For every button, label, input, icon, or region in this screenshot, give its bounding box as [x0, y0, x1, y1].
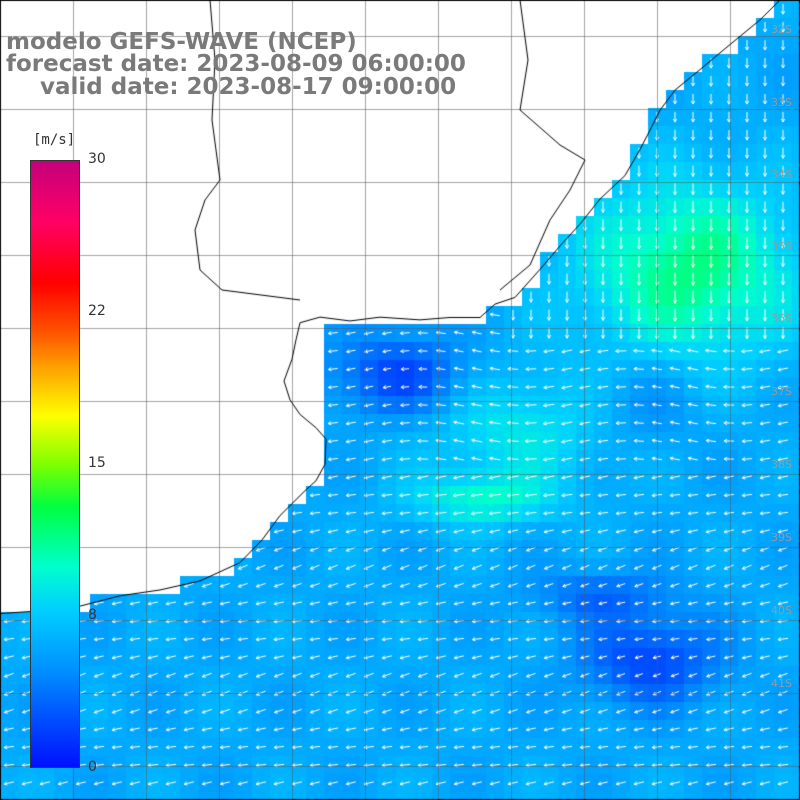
color-legend-bar	[30, 160, 80, 768]
legend-tick-30: 30	[88, 151, 106, 167]
lat-label-39s: 40S	[771, 604, 792, 617]
legend-tick-22: 22	[88, 303, 106, 319]
lat-label-40s: 41S	[771, 677, 792, 690]
legend-units: [m/s]	[33, 132, 75, 148]
lat-label-35s: 35S	[771, 240, 792, 253]
lat-label-36s: 37S	[771, 385, 792, 398]
legend-tick-15: 15	[88, 455, 106, 471]
legend-tick-0: 0	[88, 759, 97, 775]
lat-label-36s-a: 36S	[771, 312, 792, 325]
map-title-valid-date: valid date: 2023-08-17 09:00:00	[40, 75, 456, 99]
lat-label-33s: 33S	[771, 96, 792, 109]
legend-tick-8: 8	[88, 607, 97, 623]
lat-label-37s: 38S	[771, 458, 792, 471]
lat-label-34s: 34S	[771, 168, 792, 181]
lat-label-32s: 32S	[771, 23, 792, 36]
map-title-forecast-date: forecast date: 2023-08-09 06:00:00	[6, 52, 466, 76]
lat-label-38s: 39S	[771, 531, 792, 544]
